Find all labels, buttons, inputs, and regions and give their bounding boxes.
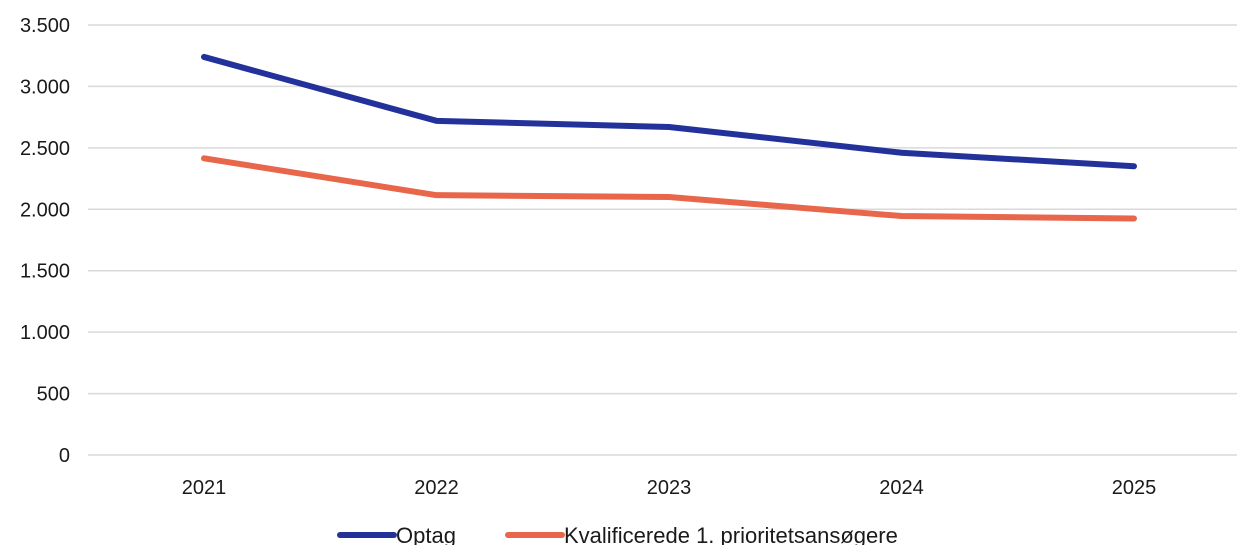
y-tick-label: 1.000 [20,322,70,344]
series-line-2 [201,155,1137,222]
x-tick-label: 2023 [647,477,692,499]
x-axis-tick-labels: 2021 2022 2023 2024 2025 [182,477,1157,499]
x-tick-label: 2024 [879,477,924,499]
y-tick-label: 2.500 [20,138,70,160]
legend: Optag Kvalificerede 1. prioritetsansøgere [337,523,898,545]
legend-label: Optag [396,523,456,545]
legend-entry: Optag [337,523,456,545]
x-tick-label: 2022 [414,477,459,499]
y-tick-label: 3.500 [20,15,70,37]
y-tick-label: 3.000 [20,76,70,98]
x-tick-label: 2021 [182,477,227,499]
series-lines [201,53,1137,222]
series-line-1 [201,53,1137,170]
gridlines [88,24,1237,456]
legend-entry: Kvalificerede 1. prioritetsansøgere [505,523,898,545]
y-axis-tick-labels: 0 500 1.000 1.500 2.000 2.500 3.000 3.500 [20,15,70,467]
y-tick-label: 2.000 [20,199,70,221]
y-tick-label: 1.500 [20,261,70,283]
y-tick-label: 500 [37,384,70,406]
legend-label: Kvalificerede 1. prioritetsansøgere [564,523,898,545]
x-tick-label: 2025 [1112,477,1157,499]
y-tick-label: 0 [59,445,70,467]
